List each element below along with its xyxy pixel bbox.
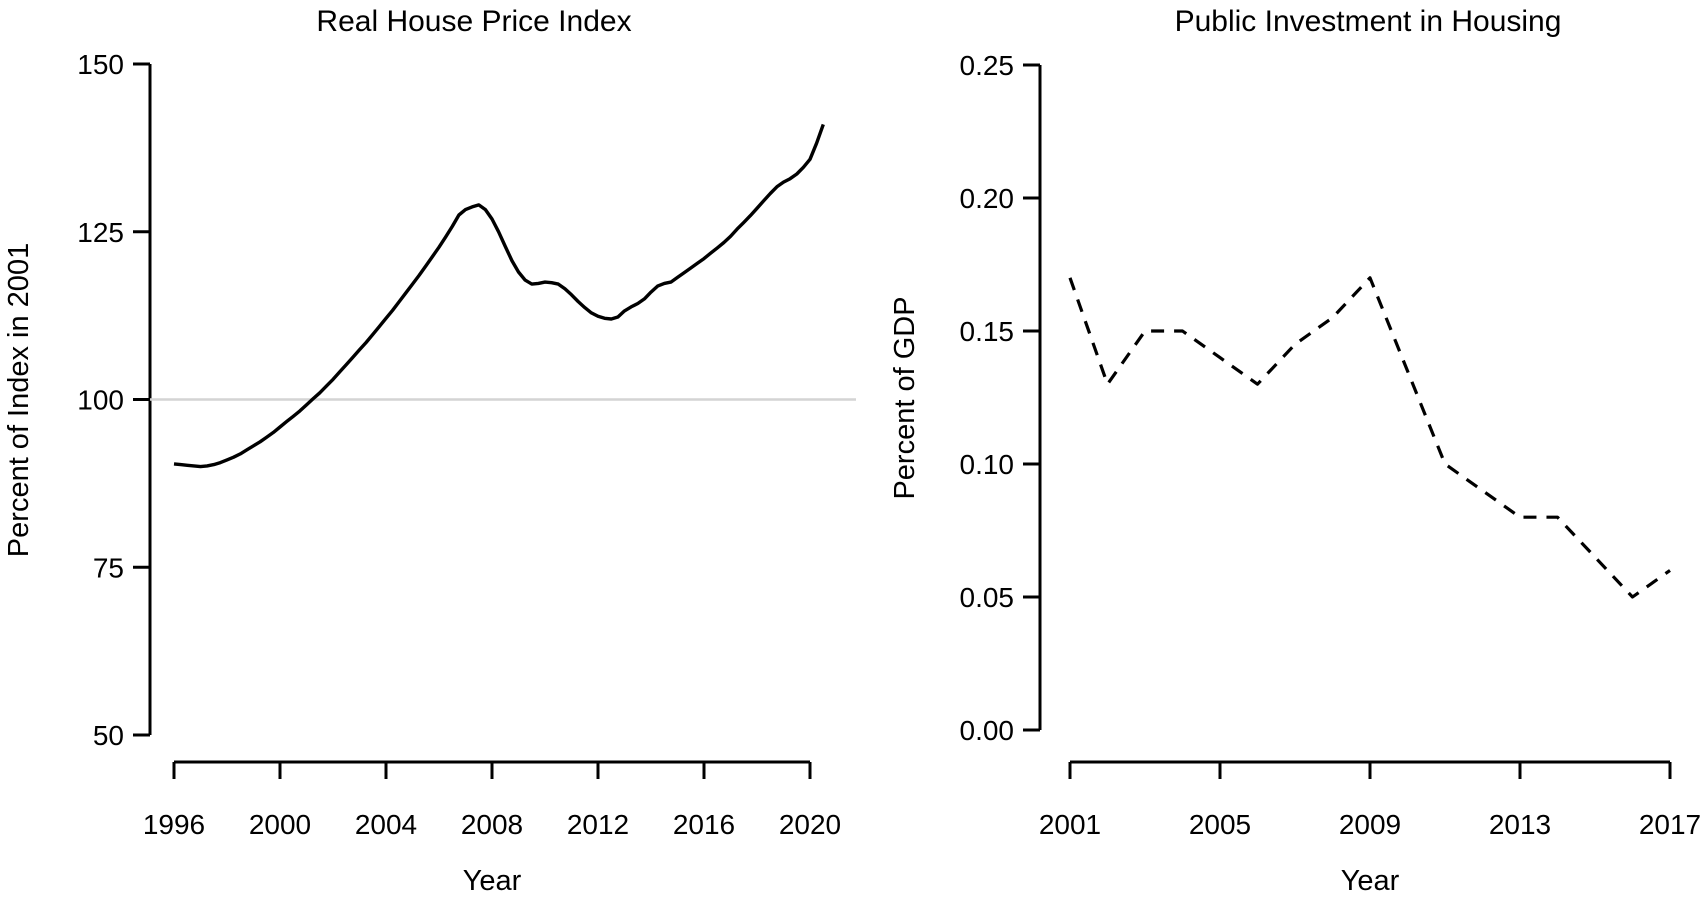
right-chart-ylabel: Percent of GDP (889, 296, 921, 499)
right-chart-axes: 0.00 0.05 0.10 0.15 0.20 0.25 2001 2005 2009 2013… (960, 50, 1702, 840)
x-tick-label: 2005 (1189, 809, 1251, 840)
left-chart-xlabel: Year (463, 865, 522, 897)
y-tick-label: 50 (93, 720, 124, 751)
right-chart-title: Public Investment in Housing (1175, 5, 1562, 38)
x-tick-label: 2001 (1039, 809, 1101, 840)
x-tick-label: 2008 (461, 809, 523, 840)
right-chart: Public Investment in Housing Year Percen… (889, 5, 1701, 897)
x-tick-label: 2013 (1489, 809, 1551, 840)
x-tick-label: 2017 (1639, 809, 1701, 840)
y-tick-label: 0.25 (960, 50, 1015, 81)
y-tick-label: 0.05 (960, 582, 1015, 613)
y-tick-label: 100 (77, 385, 124, 416)
left-chart-axes: 50 75 100 125 150 1996 2000 2004 2008 2012 2016 202… (77, 49, 841, 840)
x-tick-label: 2016 (673, 809, 735, 840)
x-tick-label: 2020 (779, 809, 841, 840)
real-house-price-index-line (173, 123, 825, 469)
y-tick-label: 0.00 (960, 715, 1015, 746)
left-chart-line (150, 123, 856, 469)
y-tick-label: 75 (93, 552, 124, 583)
left-chart-ylabel: Percent of Index in 2001 (3, 243, 35, 557)
public-investment-in-housing-line (1068, 276, 1671, 599)
right-chart-line (1068, 276, 1671, 599)
x-tick-label: 2012 (567, 809, 629, 840)
left-chart: Real House Price Index Year Percent of I… (3, 5, 856, 897)
x-tick-label: 2009 (1339, 809, 1401, 840)
y-tick-label: 125 (77, 217, 124, 248)
y-tick-label: 0.20 (960, 183, 1015, 214)
right-chart-xlabel: Year (1341, 865, 1400, 897)
x-tick-label: 1996 (143, 809, 205, 840)
y-tick-label: 0.15 (960, 316, 1015, 347)
y-tick-label: 150 (77, 49, 124, 80)
y-tick-label: 0.10 (960, 449, 1015, 480)
x-tick-label: 2000 (249, 809, 311, 840)
left-chart-title: Real House Price Index (316, 5, 631, 38)
x-tick-label: 2004 (355, 809, 417, 840)
